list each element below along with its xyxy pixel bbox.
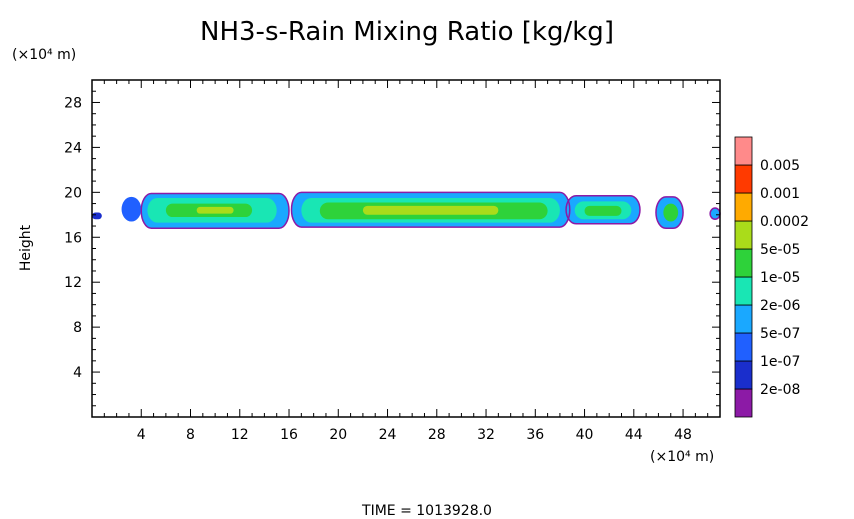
y-tick-label: 8 xyxy=(73,320,82,336)
legend-color-box-9 xyxy=(734,136,753,166)
x-tick-label: 40 xyxy=(576,427,594,443)
x-tick-label: 44 xyxy=(625,427,643,443)
y-tick-label: 16 xyxy=(64,230,82,246)
rain-region-0 xyxy=(92,212,102,220)
legend-color-box-1 xyxy=(734,360,753,390)
y-tick-label: 4 xyxy=(73,365,82,381)
rain-region-5 xyxy=(196,206,234,214)
chart-title: NH3-s-Rain Mixing Ratio [kg/kg] xyxy=(200,17,614,47)
legend-label-1: 1e-07 xyxy=(760,354,800,370)
rain-region-15 xyxy=(710,208,720,220)
rain-region-edge-3 xyxy=(655,196,684,230)
rain-region-edge-1 xyxy=(290,191,571,228)
y-axis-label: Height xyxy=(18,224,34,271)
rain-region-9 xyxy=(362,205,499,215)
rain-region-14 xyxy=(663,203,679,222)
legend-labels: 2e-08 1e-07 5e-07 2e-06 1e-05 5e-05 0.0002 0.00… xyxy=(760,158,809,398)
legend-color-box-6 xyxy=(734,220,753,250)
legend-label-2: 5e-07 xyxy=(760,326,800,342)
plot-background xyxy=(92,80,720,417)
tick-marks-layer xyxy=(92,80,720,417)
y-axis-unit: (×10⁴ m) xyxy=(12,47,76,63)
rain-regions-layer xyxy=(92,191,721,230)
y-tick-label: 12 xyxy=(64,275,82,291)
x-tick-label: 36 xyxy=(526,427,544,443)
x-tick-label: 48 xyxy=(674,427,692,443)
x-tick-label: 4 xyxy=(137,427,146,443)
rain-region-1 xyxy=(121,196,142,222)
y-tick-labels: 4 8 12 16 20 24 28 xyxy=(64,95,82,381)
x-tick-label: 24 xyxy=(379,427,397,443)
legend-label-4: 1e-05 xyxy=(760,270,800,286)
legend-color-box-2 xyxy=(734,332,753,362)
x-tick-label: 28 xyxy=(428,427,446,443)
legend-label-3: 2e-06 xyxy=(760,298,800,314)
color-legend: 2e-08 1e-07 5e-07 2e-06 1e-05 5e-05 0.0002 0.00… xyxy=(734,136,809,418)
rain-region-12 xyxy=(584,205,622,216)
x-tick-labels: 4 8 12 16 20 24 28 32 36 40 44 48 xyxy=(137,427,692,443)
legend-color-box-5 xyxy=(734,248,753,278)
y-tick-label: 20 xyxy=(64,185,82,201)
legend-color-boxes xyxy=(734,136,753,418)
legend-label-8: 0.005 xyxy=(760,158,800,174)
x-tick-label: 32 xyxy=(477,427,495,443)
time-footer: TIME = 1013928.0 xyxy=(361,503,492,519)
y-tick-label: 28 xyxy=(64,95,82,111)
rain-region-edge-2 xyxy=(565,194,641,225)
legend-label-6: 0.0002 xyxy=(760,214,809,230)
legend-label-7: 0.001 xyxy=(760,186,800,202)
legend-color-box-4 xyxy=(734,276,753,306)
legend-color-box-3 xyxy=(734,304,753,334)
x-tick-label: 16 xyxy=(280,427,298,443)
legend-label-5: 5e-05 xyxy=(760,242,800,258)
rain-region-edge-0 xyxy=(140,192,290,230)
legend-color-box-8 xyxy=(734,164,753,194)
legend-label-0: 2e-08 xyxy=(760,382,800,398)
x-axis-unit: (×10⁴ m) xyxy=(650,449,714,465)
legend-color-box-7 xyxy=(734,192,753,222)
x-tick-label: 12 xyxy=(231,427,249,443)
legend-color-box-0 xyxy=(734,388,753,418)
y-tick-label: 24 xyxy=(64,140,82,156)
x-tick-label: 20 xyxy=(329,427,347,443)
x-tick-label: 8 xyxy=(186,427,195,443)
